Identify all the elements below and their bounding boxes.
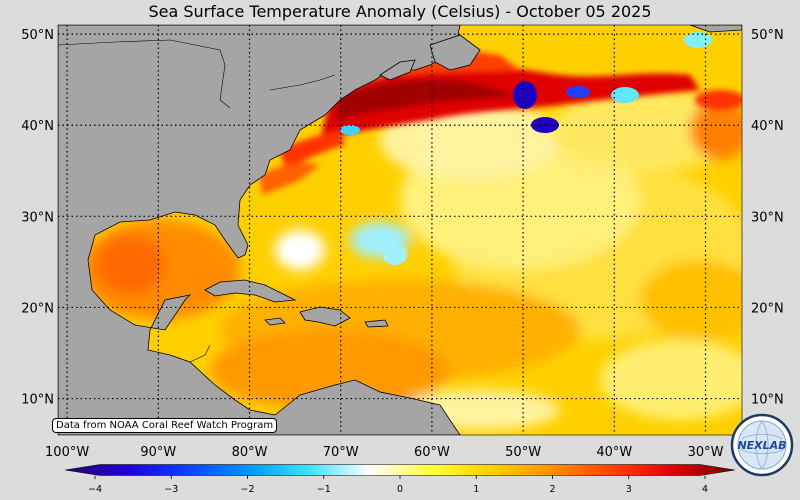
lat-tick-label-left: 20°N [21,301,54,316]
lon-tick-label: 30°W [688,445,724,460]
colorbar-tick-label: −2 [240,484,254,495]
lon-tick-label: 80°W [232,445,268,460]
lon-tick-label: 70°W [323,445,359,460]
lon-tick-label: 60°W [414,445,450,460]
nexlab-logo: NEXLAB [730,413,794,477]
data-credit: Data from NOAA Coral Reef Watch Program [52,418,278,433]
colorbar-tick-label: 1 [473,484,479,495]
lat-tick-label-right: 10°N [751,393,784,408]
lon-tick-label: 40°W [596,445,632,460]
lat-tick-label-left: 10°N [21,393,54,408]
colorbar-tick-label: −4 [88,484,102,495]
lat-tick-label-right: 40°N [751,119,784,134]
map-frame [57,24,743,436]
lat-tick-label-left: 40°N [21,119,54,134]
colorbar-tick-label: 4 [702,484,708,495]
map-title: Sea Surface Temperature Anomaly (Celsius… [148,2,652,21]
lat-tick-label-left: 50°N [21,28,54,43]
lon-tick-label: 90°W [140,445,176,460]
colorbar-bar [64,464,736,476]
colorbar-tick-label: 3 [626,484,632,495]
lat-tick-label-right: 30°N [751,210,784,225]
lon-tick-label: 50°W [505,445,541,460]
lon-tick-label: 100°W [45,445,89,460]
lat-tick-label-left: 30°N [21,210,54,225]
lat-tick-label-right: 50°N [751,28,784,43]
colorbar-tick-label: 0 [397,484,403,495]
colorbar-tick-label: −1 [317,484,331,495]
colorbar: −4 −3 −2 −1 0 1 2 3 4 [64,464,736,495]
land [58,25,742,435]
lat-tick-label-right: 20°N [751,301,784,316]
graticule [58,25,742,435]
colorbar-tick-label: −3 [164,484,178,495]
logo-text: NEXLAB [737,439,786,452]
colorbar-tick-label: 2 [549,484,555,495]
coast-details [58,39,336,363]
